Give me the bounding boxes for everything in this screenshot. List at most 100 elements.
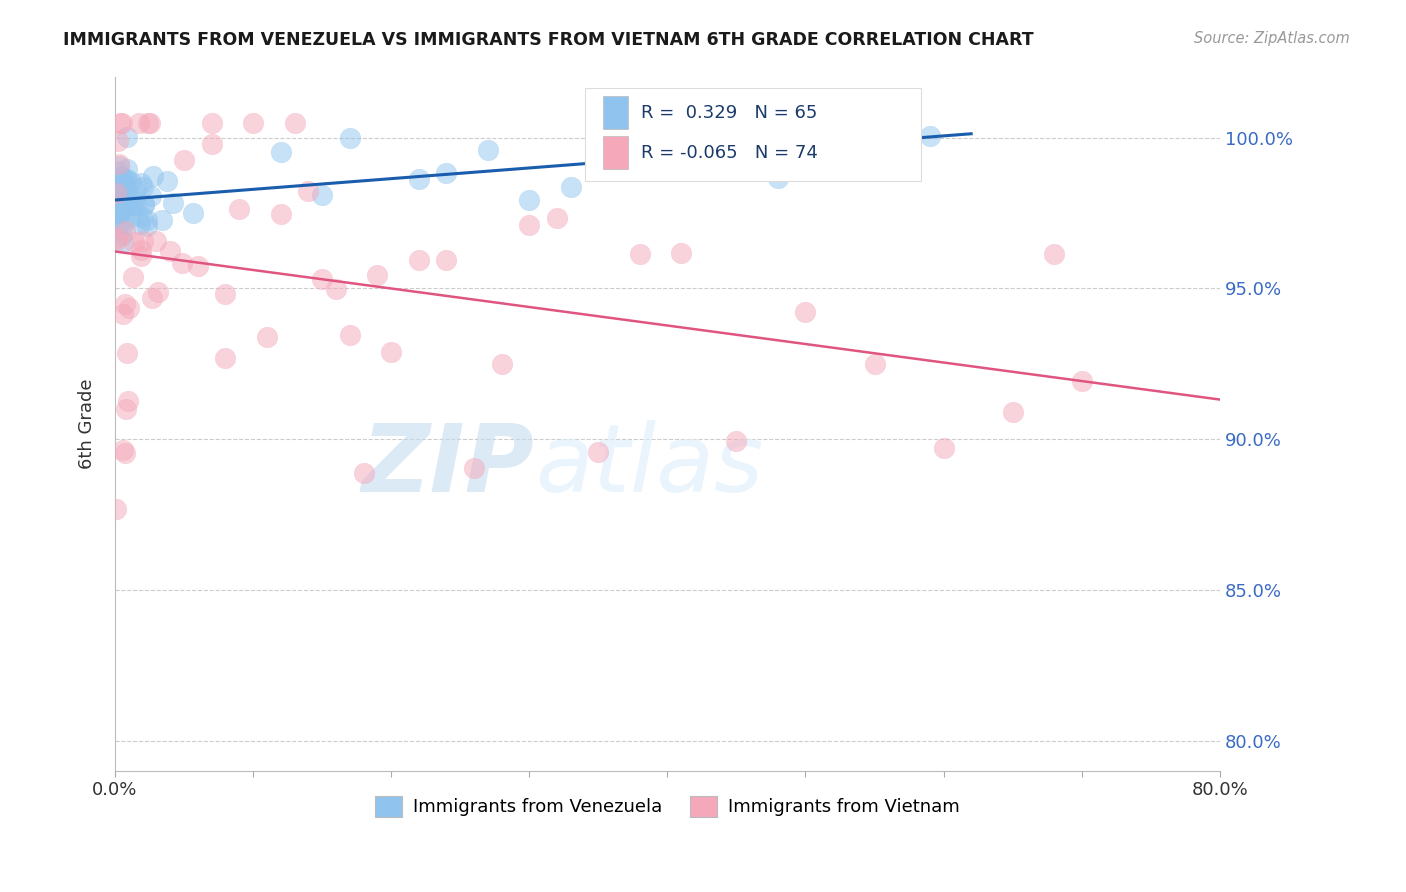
Point	[187, 259, 209, 273]
Point	[156, 173, 179, 187]
Point	[114, 297, 136, 311]
Point	[766, 171, 789, 186]
Point	[107, 169, 129, 184]
Point	[517, 193, 540, 207]
Point	[132, 234, 155, 248]
Point	[110, 195, 132, 210]
Point	[104, 186, 127, 200]
Point	[111, 170, 134, 185]
Point	[105, 163, 128, 178]
Point	[125, 198, 148, 212]
Point	[129, 243, 152, 257]
Point	[139, 189, 162, 203]
Text: Source: ZipAtlas.com: Source: ZipAtlas.com	[1194, 31, 1350, 46]
Point	[122, 235, 145, 250]
Point	[107, 206, 129, 220]
Point	[104, 234, 127, 248]
Point	[311, 188, 333, 202]
Point	[214, 287, 236, 301]
Point	[725, 434, 748, 448]
Point	[311, 271, 333, 285]
Point	[118, 301, 141, 315]
Point	[256, 330, 278, 344]
Text: ZIP: ZIP	[361, 419, 534, 512]
Point	[863, 357, 886, 371]
Point	[517, 218, 540, 232]
Point	[148, 285, 170, 300]
Point	[546, 211, 568, 226]
Point	[588, 445, 610, 459]
Point	[111, 202, 134, 217]
Point	[104, 200, 127, 214]
Point	[112, 442, 135, 457]
Point	[228, 202, 250, 217]
Text: R =  0.329   N = 65: R = 0.329 N = 65	[641, 103, 817, 122]
Point	[325, 282, 347, 296]
Point	[105, 196, 128, 211]
FancyBboxPatch shape	[603, 96, 627, 129]
Point	[105, 186, 128, 200]
Point	[283, 116, 305, 130]
Point	[863, 110, 886, 124]
Point	[683, 142, 706, 156]
Point	[339, 131, 361, 145]
FancyBboxPatch shape	[603, 136, 627, 169]
Point	[105, 199, 128, 213]
Point	[121, 270, 143, 285]
Point	[201, 116, 224, 130]
Text: atlas: atlas	[534, 420, 763, 511]
Point	[110, 116, 132, 130]
Point	[125, 181, 148, 195]
Point	[1070, 374, 1092, 388]
Point	[380, 345, 402, 359]
Point	[136, 219, 159, 234]
Point	[115, 194, 138, 208]
Point	[242, 116, 264, 130]
Point	[111, 307, 134, 321]
Point	[150, 213, 173, 227]
Point	[162, 196, 184, 211]
Point	[436, 166, 458, 180]
Point	[297, 184, 319, 198]
Point	[491, 357, 513, 371]
Point	[108, 217, 131, 231]
Point	[115, 345, 138, 359]
Point	[114, 446, 136, 460]
Point	[105, 231, 128, 245]
Point	[918, 128, 941, 143]
Point	[142, 169, 165, 183]
Point	[129, 217, 152, 231]
Point	[120, 191, 142, 205]
Point	[114, 193, 136, 207]
Point	[107, 195, 129, 210]
Point	[932, 441, 955, 455]
Point	[110, 206, 132, 220]
Y-axis label: 6th Grade: 6th Grade	[79, 379, 96, 469]
Point	[104, 501, 127, 516]
Point	[114, 172, 136, 186]
Point	[120, 210, 142, 224]
Point	[614, 150, 637, 164]
Point	[270, 207, 292, 221]
Point	[111, 199, 134, 213]
Point	[339, 328, 361, 343]
Point	[181, 206, 204, 220]
Text: IMMIGRANTS FROM VENEZUELA VS IMMIGRANTS FROM VIETNAM 6TH GRADE CORRELATION CHART: IMMIGRANTS FROM VENEZUELA VS IMMIGRANTS …	[63, 31, 1033, 49]
Point	[112, 204, 135, 219]
Point	[108, 157, 131, 171]
Point	[129, 176, 152, 190]
Point	[105, 183, 128, 197]
Legend: Immigrants from Venezuela, Immigrants from Vietnam: Immigrants from Venezuela, Immigrants fr…	[368, 789, 966, 824]
Point	[111, 228, 134, 243]
Point	[107, 134, 129, 148]
Point	[117, 130, 139, 145]
Point	[408, 172, 430, 186]
Point	[201, 137, 224, 152]
Point	[138, 116, 160, 130]
Point	[128, 116, 150, 130]
Point	[132, 180, 155, 194]
Point	[129, 250, 152, 264]
Point	[669, 245, 692, 260]
Point	[112, 175, 135, 189]
Point	[408, 253, 430, 268]
